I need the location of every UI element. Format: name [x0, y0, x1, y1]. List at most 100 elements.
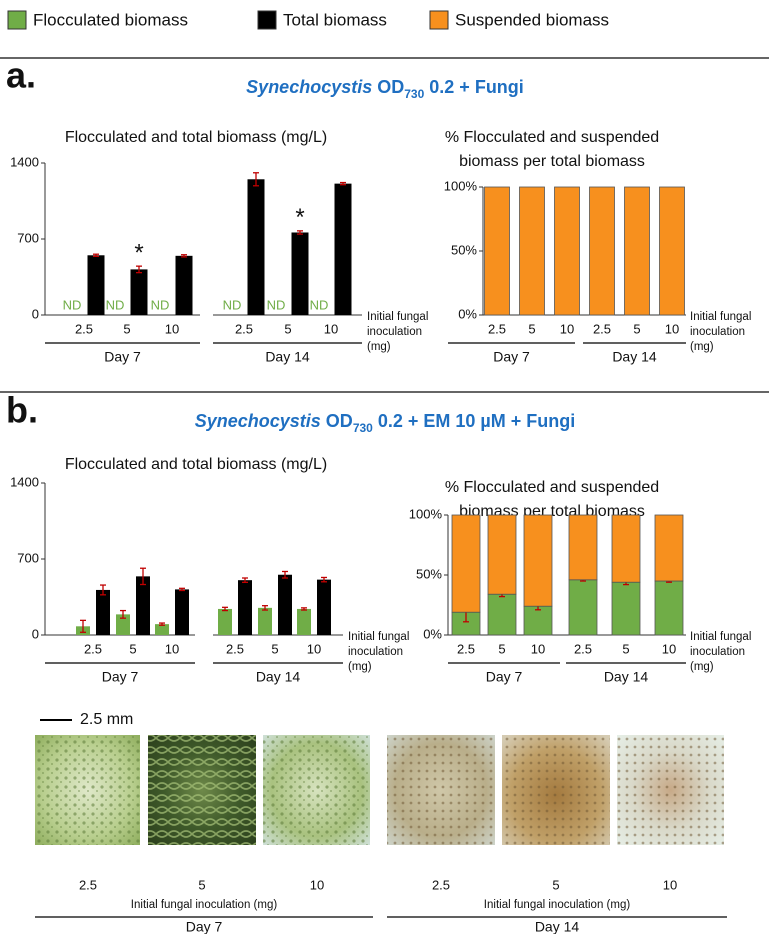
chart-title: % Flocculated and suspended — [445, 129, 659, 146]
bar — [568, 579, 598, 636]
x-axis-label: inoculation — [690, 326, 745, 338]
bar — [87, 255, 105, 315]
x-axis-label: inoculation — [348, 646, 403, 658]
bar — [611, 514, 641, 583]
x-tick-label: 2.5 — [226, 641, 244, 656]
panel-label: b. — [6, 390, 38, 431]
photo-texture — [387, 735, 495, 845]
y-tick-label: 1400 — [10, 154, 39, 169]
group-label: Day 7 — [486, 669, 523, 685]
bar — [218, 608, 232, 635]
group-label: Day 7 — [102, 669, 139, 685]
panel-title: Synechocystis OD730 0.2 + EM 10 µM + Fun… — [195, 411, 576, 435]
bar — [130, 269, 148, 315]
value-label: ND — [63, 297, 82, 312]
x-axis-label: (mg) — [367, 341, 391, 353]
value-label: ND — [106, 297, 125, 312]
bar — [258, 607, 272, 635]
photo-texture — [617, 735, 724, 845]
panel-title-part: 0.2 + EM 10 µM + Fungi — [373, 411, 575, 431]
bar — [175, 589, 189, 635]
x-axis-label: (mg) — [690, 661, 714, 673]
bar — [554, 186, 580, 316]
bar — [523, 514, 553, 607]
y-tick-label: 0 — [32, 626, 39, 641]
x-tick-label: 5 — [622, 641, 629, 656]
legend-label: Suspended biomass — [455, 10, 609, 29]
panel-title-part: 730 — [404, 87, 424, 101]
y-tick-label: 700 — [17, 550, 39, 565]
bar — [523, 605, 553, 636]
group-label: Day 14 — [535, 919, 580, 934]
bar — [487, 514, 517, 595]
y-tick-label: 100% — [444, 178, 478, 193]
x-tick-label: 5 — [498, 641, 505, 656]
significance-mark: * — [134, 239, 143, 266]
photo-label: 5 — [198, 877, 205, 892]
x-tick-label: 2.5 — [593, 321, 611, 336]
chart-title: biomass per total biomass — [459, 153, 645, 170]
bar — [487, 593, 517, 636]
chart-title: Flocculated and total biomass (mg/L) — [65, 456, 327, 473]
photo-label: 5 — [552, 877, 559, 892]
photo-axis-label: Initial fungal inoculation (mg) — [131, 899, 278, 911]
legend-swatch — [7, 10, 27, 30]
x-tick-label: 2.5 — [457, 641, 475, 656]
chart-title: % Flocculated and suspended — [445, 479, 659, 496]
x-tick-label: 10 — [307, 641, 321, 656]
group-label: Day 14 — [265, 349, 310, 365]
x-tick-label: 10 — [560, 321, 574, 336]
bar — [654, 580, 684, 636]
panel-title-part: 730 — [353, 421, 373, 435]
bar — [519, 186, 545, 316]
value-label: ND — [267, 297, 286, 312]
bar — [155, 624, 169, 635]
y-tick-label: 50% — [416, 566, 442, 581]
x-tick-label: 10 — [165, 321, 179, 336]
bar — [291, 232, 309, 315]
group-label: Day 7 — [493, 349, 530, 365]
x-axis-label: Initial fungal — [367, 311, 428, 323]
photo-texture — [502, 735, 610, 845]
bar — [624, 186, 650, 316]
bar — [589, 186, 615, 316]
bar — [175, 255, 193, 315]
group-label: Day 14 — [612, 349, 657, 365]
photo-texture — [263, 735, 370, 845]
bar — [247, 179, 265, 315]
value-label: ND — [151, 297, 170, 312]
group-label: Day 14 — [256, 669, 301, 685]
x-axis-label: (mg) — [690, 341, 714, 353]
x-axis-label: inoculation — [367, 326, 422, 338]
x-tick-label: 2.5 — [488, 321, 506, 336]
y-tick-label: 100% — [409, 506, 443, 521]
group-label: Day 14 — [604, 669, 649, 685]
y-tick-label: 0 — [32, 306, 39, 321]
photo-label: 2.5 — [79, 877, 97, 892]
y-tick-label: 1400 — [10, 474, 39, 489]
panel-title-part: 0.2 + Fungi — [424, 77, 524, 97]
bar — [654, 514, 684, 582]
panel-title-part: Synechocystis — [195, 411, 321, 431]
x-tick-label: 5 — [633, 321, 640, 336]
x-axis-label: Initial fungal — [690, 631, 751, 643]
x-tick-label: 10 — [324, 321, 338, 336]
bar — [611, 581, 641, 636]
photo-axis-label: Initial fungal inoculation (mg) — [484, 899, 631, 911]
bar — [334, 183, 352, 315]
chart-title: Flocculated and total biomass (mg/L) — [65, 129, 327, 146]
photo-texture — [148, 735, 256, 845]
x-tick-label: 10 — [665, 321, 679, 336]
x-axis-label: Initial fungal — [690, 311, 751, 323]
group-label: Day 7 — [104, 349, 141, 365]
x-axis-label: inoculation — [690, 646, 745, 658]
photo-texture — [35, 735, 140, 845]
x-tick-label: 10 — [662, 641, 676, 656]
value-label: ND — [310, 297, 329, 312]
x-tick-label: 2.5 — [235, 321, 253, 336]
x-tick-label: 2.5 — [574, 641, 592, 656]
x-tick-label: 2.5 — [84, 641, 102, 656]
photo-label: 2.5 — [432, 877, 450, 892]
x-tick-label: 10 — [531, 641, 545, 656]
